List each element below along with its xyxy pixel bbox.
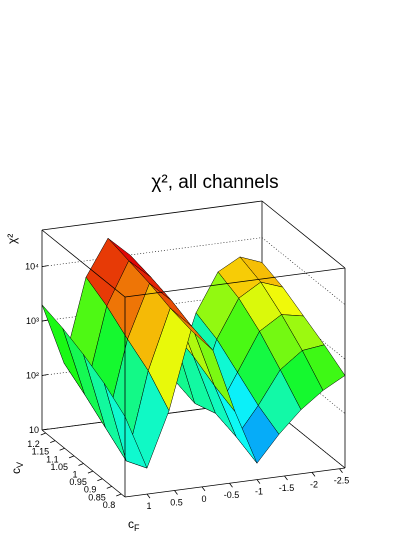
grid-line	[41, 400, 263, 431]
z-tick-label: 10³	[26, 316, 39, 326]
x-label-sub: F	[134, 523, 140, 533]
grid-line	[41, 237, 263, 267]
box-edge	[124, 467, 346, 498]
y-tick	[78, 463, 84, 466]
surface-cell	[104, 383, 148, 469]
z-tick	[41, 265, 49, 268]
y-tick-label: 1.1	[46, 454, 59, 464]
y-tick-label: 0.9	[84, 485, 97, 495]
z-axis-label: χ²	[5, 234, 19, 244]
y-label-sub: V	[15, 462, 25, 468]
x-tick	[201, 486, 206, 492]
y-tick	[59, 447, 65, 451]
x-label-base: c	[128, 517, 134, 531]
x-tick	[146, 493, 151, 499]
x-tick	[174, 490, 178, 495]
x-tick	[284, 475, 288, 481]
y-tick	[87, 470, 94, 474]
y-tick-label: 0.8	[103, 500, 116, 510]
box-edge	[261, 200, 346, 269]
box-edge	[124, 267, 346, 298]
x-tick-label: -1.5	[279, 483, 295, 493]
y-label-base: c	[9, 468, 23, 474]
x-tick-label: -0.5	[224, 490, 240, 500]
y-tick-label: 0.85	[88, 492, 106, 502]
y-tick	[68, 455, 75, 459]
z-tick	[41, 374, 49, 376]
x-tick-label: -2	[310, 479, 318, 489]
y-axis-label: cV	[9, 462, 25, 474]
x-tick-label: 1	[146, 501, 151, 511]
y-tick	[106, 485, 112, 489]
z-tick-label: 10	[29, 425, 39, 435]
z-tick-label: 10²	[26, 371, 39, 381]
y-tick	[40, 432, 46, 436]
x-tick-label: -1	[255, 487, 263, 497]
x-tick	[339, 468, 343, 473]
x-tick-label: -2.5	[334, 476, 350, 486]
x-tick	[256, 479, 261, 484]
y-tick-label: 1	[72, 470, 77, 480]
x-tick	[311, 472, 316, 477]
z-tick-label: 10⁴	[25, 262, 39, 272]
y-tick-label: 1.15	[32, 447, 50, 457]
y-tick	[116, 493, 122, 497]
x-axis-label: cF	[128, 517, 140, 533]
box-edge	[41, 200, 263, 231]
z-tick	[41, 428, 49, 431]
chart-title: χ², all channels	[151, 172, 278, 193]
y-tick	[50, 440, 56, 444]
x-tick-label: 0.5	[170, 497, 183, 507]
x-tick	[229, 482, 233, 488]
y-tick-label: 1.2	[27, 439, 40, 449]
y-tick-label: 1.05	[51, 462, 69, 472]
box-edge	[41, 229, 126, 298]
x-tick-label: 0	[201, 494, 206, 504]
y-tick-label: 0.95	[69, 477, 87, 487]
y-tick	[97, 478, 103, 482]
z-tick	[41, 319, 49, 322]
